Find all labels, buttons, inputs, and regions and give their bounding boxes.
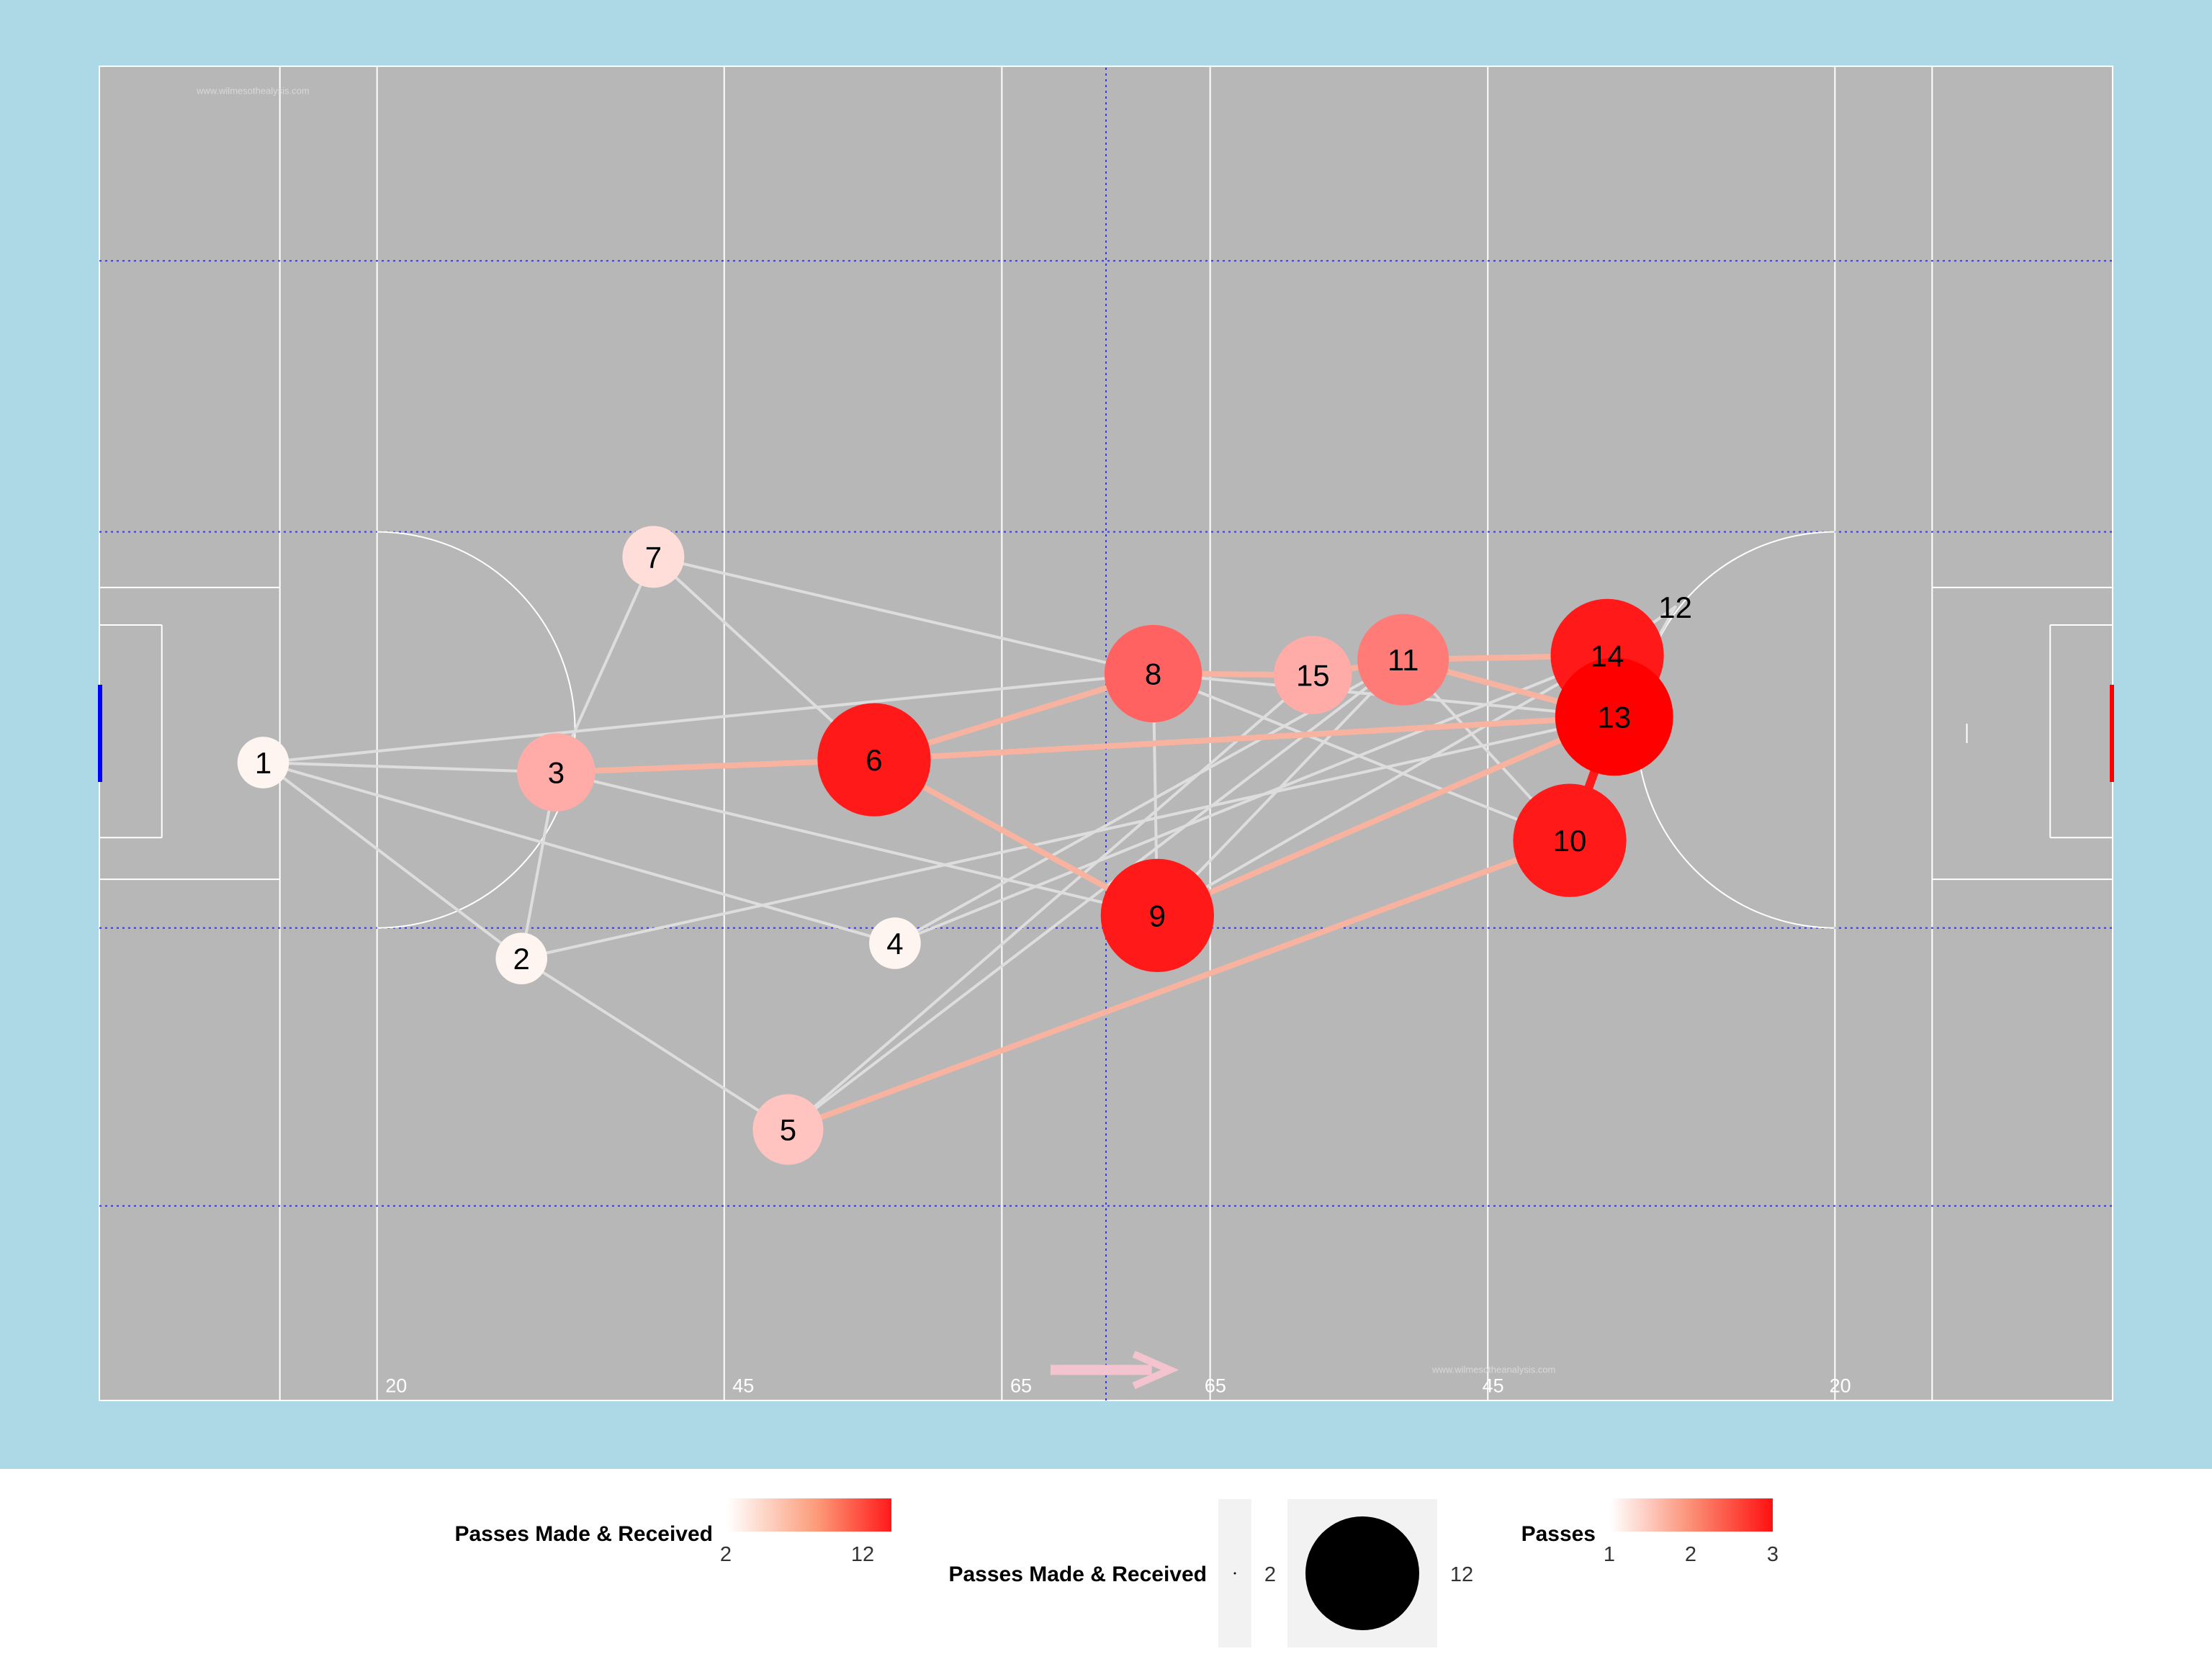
legend-node-color-min: 2 (720, 1543, 732, 1566)
player-label-1: 1 (255, 746, 271, 780)
player-node-2 (495, 932, 548, 985)
player-label-12: 12 (1658, 590, 1692, 624)
pass-edge-9-14 (1156, 654, 1609, 917)
player-node-11 (1357, 613, 1449, 706)
legend-node-size: Passes Made & Received 2 12 (948, 1499, 1473, 1647)
player-label-3: 3 (548, 756, 565, 790)
pass-edge-5-15 (786, 673, 1315, 1131)
legend-node-size-title: Passes Made & Received (948, 1563, 1207, 1586)
player-label-4: 4 (886, 927, 903, 961)
player-label-9: 9 (1149, 899, 1166, 932)
pass-edge-1-2 (261, 761, 523, 961)
legend-edge-color-bar (1610, 1498, 1773, 1532)
player-label-10: 10 (1553, 824, 1587, 858)
player-node-7 (622, 526, 685, 588)
player-label-2: 2 (513, 942, 530, 976)
player-label-7: 7 (645, 540, 662, 574)
player-label-11: 11 (1388, 643, 1419, 677)
pass-edge-9-13 (1154, 714, 1617, 919)
player-node-4 (869, 917, 921, 969)
pass-edge-3-9 (554, 770, 1159, 917)
pass-edge-5-10 (785, 837, 1573, 1133)
player-label-8: 8 (1145, 657, 1161, 691)
pass-edge-6-13 (871, 714, 1617, 763)
yard-label-right-45: 45 (1483, 1375, 1504, 1396)
pitch-surface (99, 66, 2113, 1401)
player-label-6: 6 (866, 743, 882, 777)
pass-edge-1-8 (261, 672, 1155, 765)
legend-node-color-bar (727, 1498, 891, 1532)
player-node-8 (1104, 624, 1202, 723)
player-node-9 (1100, 858, 1214, 972)
player-label-15: 15 (1296, 658, 1330, 692)
legend-edge-color: Passes 1 2 3 (1521, 1498, 1779, 1566)
legend-edge-color-label-1: 1 (1604, 1543, 1615, 1566)
yard-label-left-65: 65 (1010, 1375, 1032, 1396)
player-node-15 (1274, 636, 1352, 714)
legend-size-dot-small (1233, 1572, 1236, 1575)
yard-label-left-20: 20 (385, 1375, 407, 1396)
pass-edge-3-7 (554, 555, 655, 774)
pass-edge-8-10 (1151, 672, 1572, 842)
player-label-13: 13 (1597, 700, 1631, 734)
legend-node-color-max: 12 (851, 1543, 874, 1566)
player-node-13 (1555, 657, 1673, 776)
pass-edge-4-14 (893, 654, 1609, 945)
watermark: www.wilmesotheanalysis.com (1431, 1364, 1555, 1375)
legend-edge-color-label-2: 2 (1685, 1543, 1696, 1566)
legend-node-size-min: 2 (1264, 1563, 1276, 1586)
pass-edge-7-8 (652, 555, 1155, 675)
player-node-1 (237, 737, 289, 788)
player-node-3 (517, 733, 595, 811)
legend-edge-color-title: Passes (1521, 1522, 1596, 1546)
pass-edge-1-3 (261, 761, 558, 774)
legend-node-color: Passes Made & Received 2 12 (454, 1498, 891, 1566)
pitch-markings: 20 45 65 65 45 20www.wilmesothealysis.comwww.… (98, 66, 2114, 1401)
legend-edge-color-label-3: 3 (1767, 1543, 1779, 1566)
player-node-10 (1513, 783, 1627, 897)
player-node-6 (817, 703, 931, 817)
pass-edge-2-5 (520, 957, 790, 1131)
legend-node-color-title: Passes Made & Received (454, 1522, 713, 1546)
player-node-5 (752, 1094, 824, 1165)
pass-edge-1-4 (261, 761, 896, 945)
player-label-5: 5 (780, 1113, 796, 1147)
watermark: www.wilmesothealysis.com (196, 86, 310, 96)
yard-label-right-65: 65 (1205, 1375, 1226, 1396)
attack-direction-arrow (1132, 1350, 1179, 1390)
pass-edge-11-5 (786, 658, 1405, 1131)
yard-label-right-20: 20 (1830, 1375, 1851, 1396)
yard-label-left-45: 45 (732, 1375, 754, 1396)
legend-size-dot-large (1305, 1516, 1419, 1630)
legend-node-size-max: 12 (1450, 1563, 1473, 1586)
player-label-14: 14 (1591, 639, 1624, 673)
